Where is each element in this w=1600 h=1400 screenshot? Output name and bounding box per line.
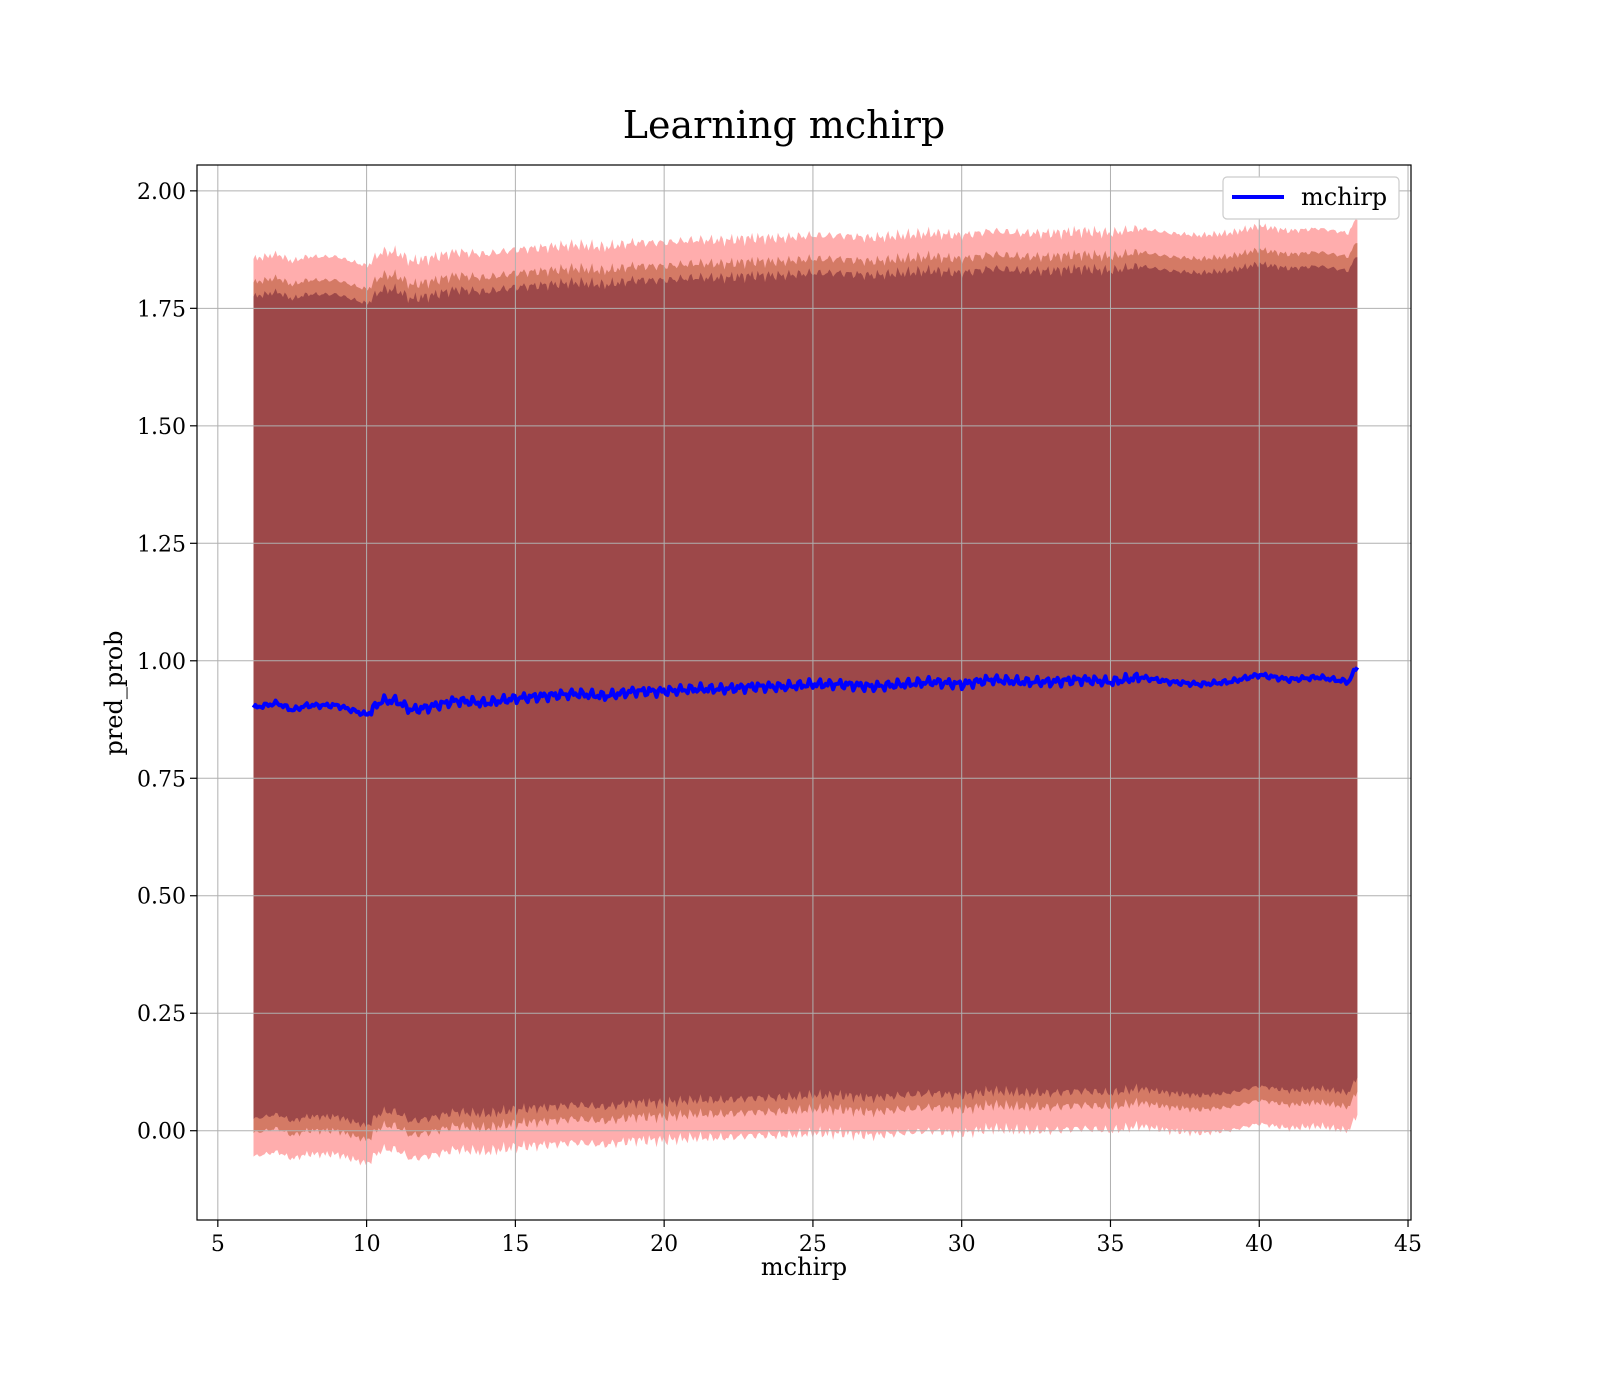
chart-title: Learning mchirp <box>623 103 945 147</box>
plot-area <box>196 164 1412 1221</box>
x-tick-label: 5 <box>211 1232 225 1257</box>
x-tick-label: 30 <box>948 1232 976 1257</box>
legend-box <box>1222 176 1400 220</box>
y-tick-label: 0.75 <box>137 767 186 792</box>
x-tick-label: 45 <box>1394 1232 1422 1257</box>
x-tick-label: 25 <box>799 1232 827 1257</box>
x-tick-label: 10 <box>353 1232 381 1257</box>
x-tick-label: 40 <box>1245 1232 1273 1257</box>
x-tick-label: 15 <box>501 1232 529 1257</box>
y-tick-label: 1.50 <box>137 415 186 440</box>
y-tick-label: 1.25 <box>137 532 186 557</box>
y-tick-label: 2.00 <box>137 180 186 205</box>
x-tick-label: 35 <box>1096 1232 1124 1257</box>
y-tick-label: 0.25 <box>137 1002 186 1027</box>
x-axis-label: mchirp <box>761 1253 847 1281</box>
series-lines <box>251 666 1360 717</box>
legend: mchirp <box>1222 176 1400 220</box>
plot-frame <box>196 164 1412 1221</box>
band-middle <box>253 243 1358 1142</box>
confidence-bands <box>253 219 1358 1166</box>
y-axis: 0.00 0.25 0.50 0.75 1.00 1.25 1.50 1.75 2.00 <box>137 180 197 1145</box>
y-axis-label: pred_prob <box>100 630 128 755</box>
y-tick-label: 0.50 <box>137 885 186 910</box>
x-axis: 5 10 15 20 25 30 35 40 45 <box>211 1220 1422 1257</box>
y-tick-label: 0.00 <box>137 1120 186 1145</box>
grid-lines <box>197 165 1411 1220</box>
y-tick-label: 1.00 <box>137 650 186 675</box>
x-tick-label: 20 <box>650 1232 678 1257</box>
series-line-mchirp <box>251 666 1360 717</box>
legend-label-mchirp: mchirp <box>1301 183 1387 211</box>
band-inner <box>253 257 1358 1128</box>
y-tick-label: 1.75 <box>137 297 186 322</box>
